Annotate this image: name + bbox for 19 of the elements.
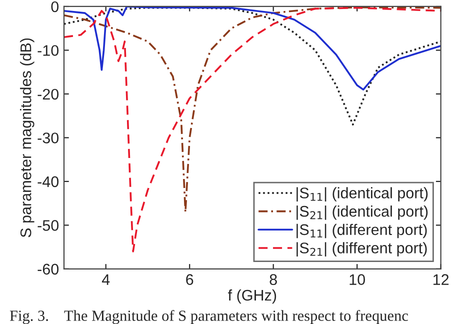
y-tick-label: 0 xyxy=(51,1,59,12)
legend-label: |S$_{11}$| (identical port) xyxy=(296,187,428,202)
y-tick-label: -60 xyxy=(38,264,59,275)
legend-label: |S$_{21}$| (different port) xyxy=(296,242,427,256)
x-tick-label: 8 xyxy=(270,274,277,286)
y-tick-label: -10 xyxy=(38,45,59,56)
y-tick-label: -20 xyxy=(38,88,59,100)
x-tick-label: 12 xyxy=(433,274,449,285)
y-tick-label: -40 xyxy=(38,176,59,188)
caption: Fig. 3. The Magnitude of S parameters with respect to frequenc xyxy=(10,310,408,324)
x-axis-title: f (GHz) xyxy=(228,289,276,304)
legend-label: |S$_{11}$| (different port) xyxy=(296,224,427,238)
y-axis-title: S parameter magnitudes (dB) xyxy=(20,38,34,238)
x-tick-label: 4 xyxy=(102,274,110,285)
x-tick-label: 10 xyxy=(350,274,365,286)
legend-label: |S$_{21}$| (identical port) xyxy=(296,206,428,220)
y-tick-label: -30 xyxy=(38,132,59,144)
y-tick-label: -50 xyxy=(38,220,59,231)
x-tick-label: 6 xyxy=(186,274,194,286)
